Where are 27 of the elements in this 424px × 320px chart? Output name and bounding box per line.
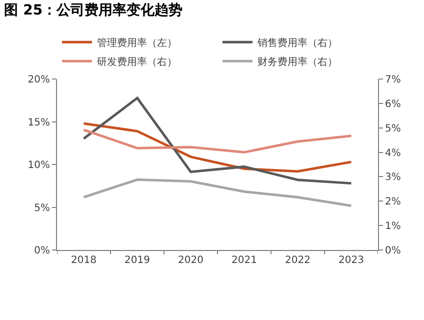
x-tick-label: 2023 <box>338 255 364 266</box>
x-tick-label: 2020 <box>178 255 204 266</box>
y2-tick-label: 5% <box>385 123 401 134</box>
y-tick-label: 15% <box>28 117 50 128</box>
y2-tick-label: 2% <box>385 196 401 208</box>
y2-tick-label: 6% <box>385 98 401 110</box>
legend-label: 销售费用率（右） <box>256 36 338 49</box>
y2-tick-label: 7% <box>385 74 401 86</box>
legend-label: 财务费用率（右） <box>258 56 338 68</box>
x-tick-label: 2018 <box>71 255 96 266</box>
x-tick-label: 2021 <box>232 255 257 266</box>
x-tick-label: 2019 <box>124 255 150 266</box>
y-tick-label: 5% <box>34 202 50 214</box>
y-tick-label: 20% <box>28 74 50 86</box>
y-tick-label: 10% <box>28 160 50 171</box>
y2-tick-label: 3% <box>385 172 401 184</box>
chart-title: 图 25：公司费用率变化趋势 <box>4 2 183 19</box>
y2-tick-label: 1% <box>385 221 401 232</box>
legend-label: 研发费用率（右） <box>97 56 177 68</box>
line-series <box>82 178 352 208</box>
legend-label: 管理费用率（左） <box>97 36 177 49</box>
y2-tick-label: 0% <box>385 246 401 256</box>
line-series <box>82 96 352 185</box>
line-series <box>82 128 352 154</box>
y-tick-label: 0% <box>34 246 50 256</box>
x-tick-label: 2022 <box>285 255 310 266</box>
y2-tick-label: 4% <box>385 148 401 159</box>
